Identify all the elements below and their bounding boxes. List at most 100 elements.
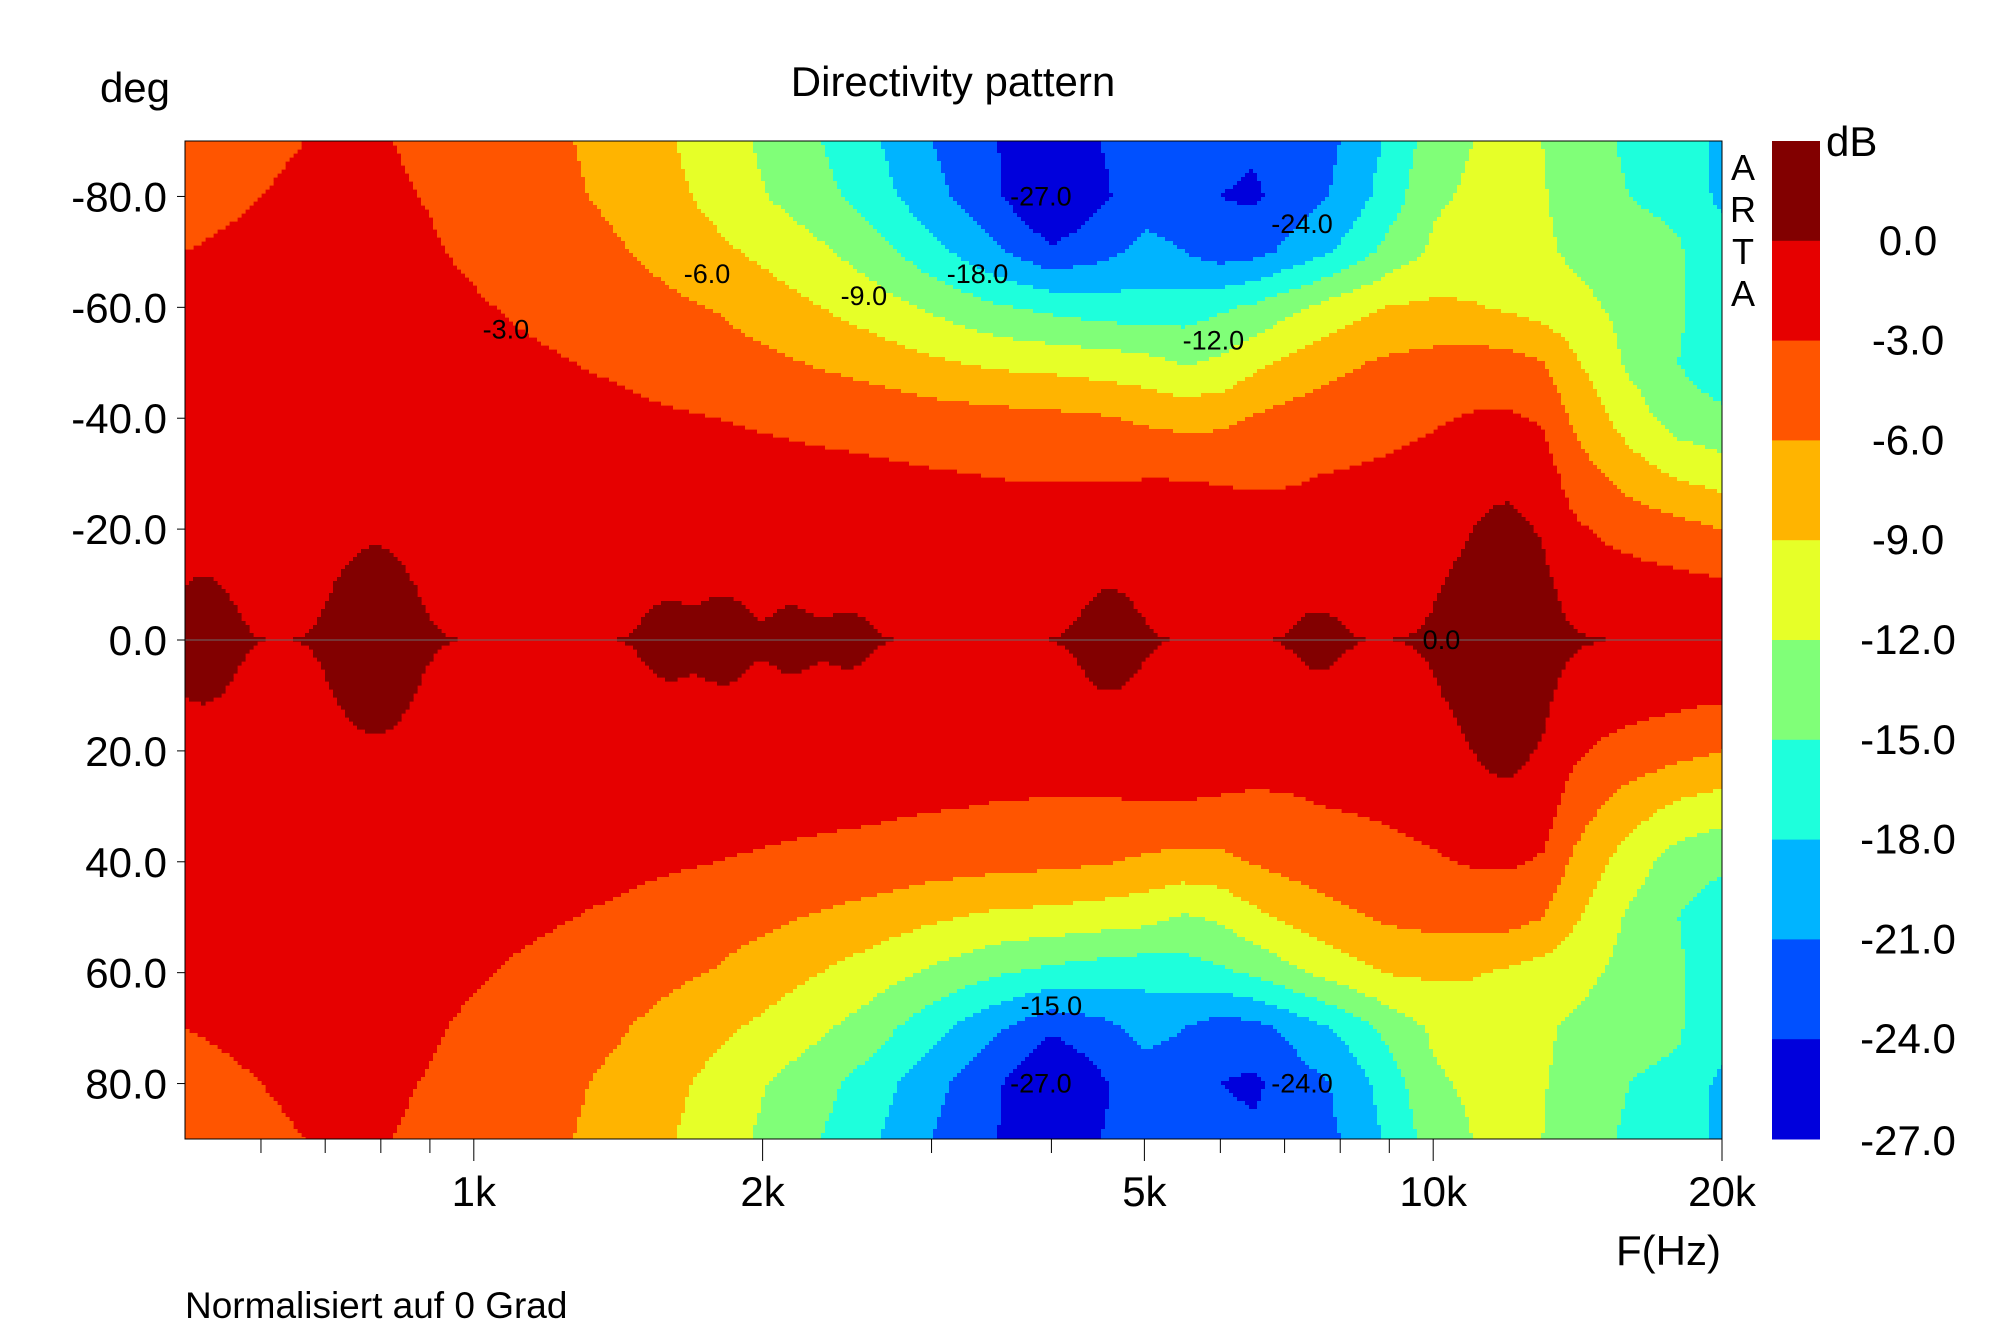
contour-cell (1561, 941, 1618, 946)
contour-cell (405, 169, 582, 174)
contour-cell (1709, 157, 1722, 162)
contour-cell (1361, 1017, 1414, 1022)
contour-cell (589, 1081, 694, 1086)
contour-cell (993, 273, 1274, 278)
contour-cell (1657, 465, 1722, 470)
contour-cell (1545, 1093, 1626, 1098)
contour-cell (817, 973, 914, 978)
contour-cell (881, 1137, 934, 1139)
contour-cell (1049, 289, 1122, 294)
contour-cell (1673, 1049, 1722, 1054)
contour-cell (949, 1085, 1002, 1090)
contour-cell (1381, 1125, 1414, 1130)
contour-cell (185, 1061, 238, 1066)
contour-cell (805, 1049, 878, 1054)
contour-cell (925, 1005, 990, 1010)
contour-cell (1645, 457, 1722, 462)
contour-cell (1633, 829, 1710, 834)
contour-cell (1013, 337, 1250, 342)
contour-cell (413, 1093, 586, 1098)
contour-cell (1469, 745, 1538, 750)
contour-cell (1057, 1009, 1290, 1014)
contour-cell (1281, 269, 1342, 274)
contour-cell (1089, 677, 1130, 682)
contour-cell (905, 977, 990, 982)
contour-cell (401, 161, 582, 166)
contour-cell (317, 657, 434, 662)
contour-cell (1453, 561, 1546, 566)
contour-cell (1381, 1129, 1418, 1134)
contour-cell (1581, 361, 1622, 366)
colorbar-tick-label: -3.0 (1872, 317, 1944, 364)
contour-cell (1269, 869, 1566, 874)
contour-cell (937, 961, 1066, 966)
contour-cell (1365, 961, 1522, 966)
contour-cell (1013, 997, 1254, 1002)
contour-cell (1709, 189, 1722, 194)
contour-cell (1301, 881, 1562, 886)
contour-cell (1717, 205, 1722, 210)
contour-cell (1333, 897, 1554, 902)
contour-cell (353, 721, 398, 726)
contour-cell (901, 933, 1066, 938)
contour-cell (1225, 285, 1302, 290)
contour-cell (1041, 265, 1074, 270)
contour-cell (1625, 437, 1678, 442)
contour-cell (833, 905, 1034, 910)
contour-cell (1585, 909, 1626, 914)
contour-cell (185, 665, 238, 670)
contour-cell (1417, 1021, 1562, 1026)
contour-cell (1185, 325, 1274, 330)
contour-cell (1561, 477, 1610, 482)
contour-cell (1097, 261, 1218, 266)
contour-cell (1573, 425, 1614, 430)
contour-cell (341, 569, 406, 574)
contour-cell (625, 385, 886, 390)
contour-cell (1065, 1041, 1138, 1046)
contour-cell (1229, 889, 1318, 894)
contour-cell (1549, 837, 1582, 842)
contour-cell (1665, 425, 1722, 430)
contour-cell (725, 1041, 818, 1046)
contour-cell (321, 609, 426, 614)
contour-cell (677, 1137, 754, 1139)
contour-cell (1225, 1085, 1266, 1090)
contour-cell (1349, 905, 1550, 910)
contour-cell (397, 1129, 578, 1134)
contour-cell (1553, 825, 1586, 830)
contour-cell (1333, 1029, 1378, 1034)
x-tick-label: 5k (1122, 1168, 1167, 1215)
contour-cell (1001, 1085, 1110, 1090)
contour-cell (501, 965, 718, 970)
contour-cell (881, 141, 934, 146)
contour-cell (397, 149, 578, 154)
contour-cell (1109, 189, 1226, 194)
colorbar-swatch (1772, 540, 1820, 641)
contour-cell (1593, 889, 1638, 894)
contour-cell (789, 285, 882, 290)
contour-cell (1569, 773, 1646, 778)
contour-cell (793, 217, 866, 222)
contour-cell (1421, 625, 1574, 630)
contour-cell (1633, 897, 1694, 902)
contour-cell (1101, 1137, 1342, 1139)
contour-cell (1225, 189, 1262, 194)
contour-cell (1709, 1109, 1722, 1114)
contour-cell (1429, 1045, 1554, 1050)
contour-cell (1189, 913, 1270, 918)
contour-cell (1021, 969, 1234, 974)
contour-cell (1641, 453, 1722, 458)
contour-cell (1001, 1113, 1106, 1118)
contour-cell (1249, 337, 1322, 342)
contour-cell (1405, 641, 1594, 646)
contour-cell (509, 957, 726, 962)
contour-cell (557, 925, 782, 930)
contour-cell (993, 1037, 1046, 1042)
contour-cell (521, 949, 738, 954)
contour-cell (1005, 249, 1126, 254)
contour-cell (1689, 377, 1722, 382)
contour-cell (725, 317, 842, 322)
contour-cell (1433, 673, 1562, 678)
contour-cell (465, 273, 654, 278)
contour-cell (1545, 1117, 1622, 1122)
